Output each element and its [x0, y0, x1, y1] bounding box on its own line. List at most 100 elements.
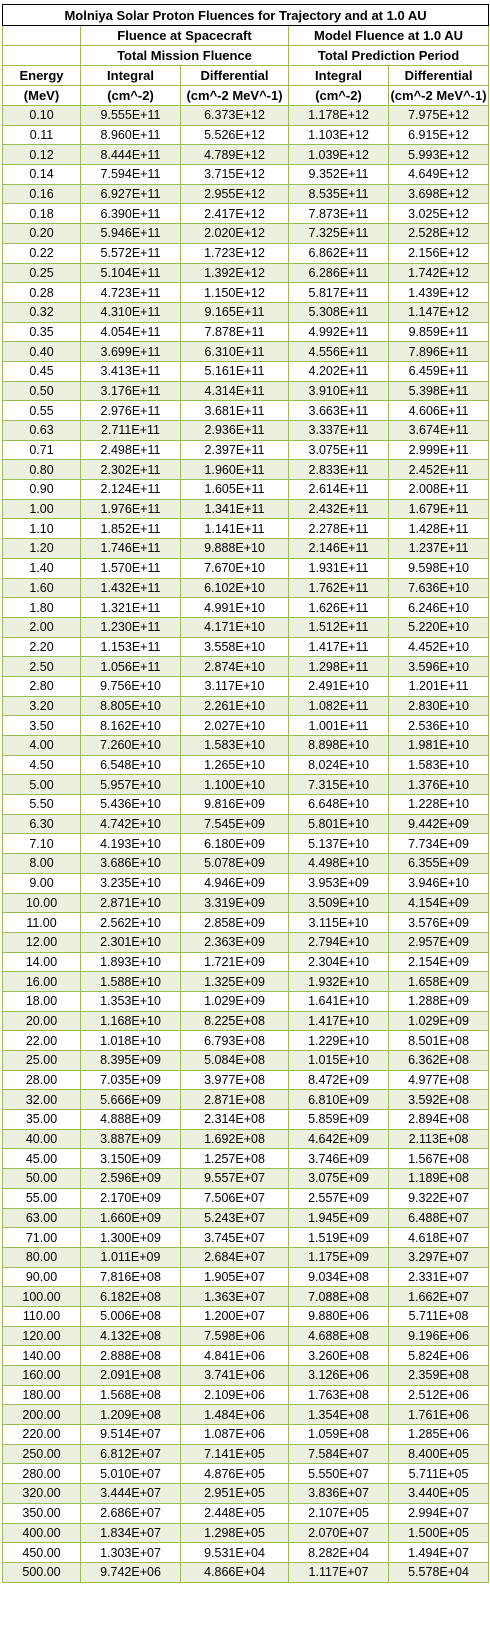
energy-cell: 280.00	[2, 1463, 81, 1485]
model-differential-cell: 2.452E+11	[387, 459, 490, 481]
sc-integral-cell: 3.686E+10	[80, 853, 181, 874]
sc-integral-cell: 1.588E+10	[80, 971, 181, 992]
model-differential-cell: 1.494E+07	[387, 1542, 490, 1563]
sc-differential-cell: 1.341E+11	[180, 498, 289, 520]
sc-integral-cell: 4.054E+11	[80, 321, 181, 343]
model-integral-cell: 1.763E+08	[288, 1384, 389, 1406]
model-differential-cell: 4.452E+10	[387, 636, 490, 658]
model-integral-cell: 5.550E+07	[288, 1463, 389, 1485]
model-integral-cell: 1.417E+11	[288, 636, 389, 658]
table-row: 500.00 9.742E+06 4.866E+04 1.117E+07 5.578E+…	[2, 1561, 490, 1583]
table-row: 22.00 1.018E+10 6.793E+08 1.229E+10 8.501E+0…	[2, 1030, 490, 1051]
sc-differential-cell: 7.141E+05	[180, 1443, 289, 1465]
model-differential-cell: 1.201E+11	[387, 675, 490, 697]
model-integral-cell: 3.836E+07	[288, 1483, 389, 1504]
energy-cell: 1.80	[2, 597, 81, 618]
model-differential-cell: 9.322E+07	[387, 1187, 490, 1209]
sc-integral-cell: 1.230E+11	[80, 616, 181, 638]
sc-integral-cell: 6.812E+07	[80, 1443, 181, 1465]
energy-cell: 0.55	[2, 400, 81, 421]
table-row: 0.45 3.413E+11 5.161E+11 4.202E+11 6.459E+11	[2, 360, 490, 382]
sc-integral-cell: 6.182E+08	[80, 1286, 181, 1307]
sc-integral-cell: 1.056E+11	[80, 656, 181, 677]
table-row: 350.00 2.686E+07 2.448E+05 2.107E+05 2.994E+…	[2, 1502, 490, 1524]
sc-differential-cell: 5.161E+11	[180, 360, 289, 382]
model-differential-cell: 3.440E+05	[387, 1483, 490, 1504]
model-integral-cell: 1.519E+09	[288, 1227, 389, 1248]
model-integral-cell: 1.039E+12	[288, 144, 389, 166]
energy-cell: 0.16	[2, 183, 81, 205]
energy-cell: 0.32	[2, 301, 81, 323]
table-row: 0.11 8.960E+11 5.526E+12 1.103E+12 6.915E+12	[2, 124, 490, 146]
model-differential-cell: 6.459E+11	[387, 360, 490, 382]
sc-differential-cell: 4.314E+11	[180, 380, 289, 402]
sc-integral-cell: 8.444E+11	[80, 144, 181, 166]
model-integral-cell: 9.034E+08	[288, 1266, 389, 1288]
model-differential-cell: 6.355E+09	[387, 853, 490, 874]
model-differential-cell: 5.993E+12	[387, 144, 490, 166]
model-integral-cell: 7.873E+11	[288, 203, 389, 225]
table-row: 28.00 7.035E+09 3.977E+08 8.472E+09 4.977E+0…	[2, 1069, 490, 1091]
sc-differential-cell: 9.557E+07	[180, 1168, 289, 1189]
sc-differential-cell: 9.816E+09	[180, 794, 289, 815]
sc-differential-cell: 2.871E+08	[180, 1089, 289, 1111]
sc-integral-cell: 2.124E+11	[80, 479, 181, 500]
sc-integral-cell: 7.035E+09	[80, 1069, 181, 1091]
sc-differential-cell: 1.692E+08	[180, 1128, 289, 1150]
sc-differential-cell: 2.874E+10	[180, 656, 289, 677]
energy-cell: 320.00	[2, 1483, 81, 1504]
sc-integral-cell: 5.006E+08	[80, 1305, 181, 1327]
table-row: 0.22 5.572E+11 1.723E+12 6.862E+11 2.156E+12	[2, 242, 490, 264]
model-integral-cell: 1.175E+09	[288, 1246, 389, 1268]
table-row: 2.20 1.153E+11 3.558E+10 1.417E+11 4.452E+10	[2, 636, 490, 658]
model-differential-cell: 1.567E+08	[387, 1148, 490, 1170]
sc-differential-cell: 2.684E+07	[180, 1246, 289, 1268]
model-differential-cell: 9.859E+11	[387, 321, 490, 343]
model-integral-cell: 1.059E+08	[288, 1424, 389, 1445]
model-integral-cell: 1.512E+11	[288, 616, 389, 638]
sc-integral-cell: 8.395E+09	[80, 1050, 181, 1071]
model-integral-cell: 1.298E+11	[288, 656, 389, 677]
sc-differential-cell: 2.417E+12	[180, 203, 289, 225]
model-differential-header: Differential	[387, 65, 490, 86]
model-differential-cell: 5.398E+11	[387, 380, 490, 402]
sc-differential-cell: 9.531E+04	[180, 1542, 289, 1563]
model-differential-cell: 9.442E+09	[387, 813, 490, 835]
table-row: 160.00 2.091E+08 3.741E+06 3.126E+06 2.359E+…	[2, 1365, 490, 1386]
sc-integral-cell: 7.594E+11	[80, 164, 181, 185]
table-row: 18.00 1.353E+10 1.029E+09 1.641E+10 1.288E+0…	[2, 990, 490, 1012]
model-integral-cell: 5.801E+10	[288, 813, 389, 835]
model-integral-cell: 4.556E+11	[288, 341, 389, 362]
model-integral-cell: 1.229E+10	[288, 1030, 389, 1051]
sc-integral-cell: 1.300E+09	[80, 1227, 181, 1248]
sc-integral-cell: 1.660E+09	[80, 1207, 181, 1229]
table-row: 0.12 8.444E+11 4.789E+12 1.039E+12 5.993E+12	[2, 144, 490, 166]
table-row: 3.50 8.162E+10 2.027E+10 1.001E+11 2.536E+10	[2, 715, 490, 736]
sc-integral-cell: 2.686E+07	[80, 1502, 181, 1524]
model-differential-cell: 3.576E+09	[387, 912, 490, 933]
sc-integral-header: Integral	[80, 65, 181, 86]
model-differential-cell: 5.220E+10	[387, 616, 490, 638]
model-integral-cell: 2.146E+11	[288, 538, 389, 559]
sc-integral-cell: 8.162E+10	[80, 715, 181, 736]
model-integral-cell: 1.931E+11	[288, 557, 389, 579]
sc-integral-cell: 9.555E+11	[80, 105, 181, 126]
energy-cell: 0.22	[2, 242, 81, 264]
table-row: 100.00 6.182E+08 1.363E+07 7.088E+08 1.662E+…	[2, 1286, 490, 1307]
table-row: 180.00 1.568E+08 2.109E+06 1.763E+08 2.512E+…	[2, 1384, 490, 1406]
model-integral-cell: 4.498E+10	[288, 853, 389, 874]
energy-cell: 28.00	[2, 1069, 81, 1091]
sc-integral-cell: 6.390E+11	[80, 203, 181, 225]
energy-cell: 0.20	[2, 223, 81, 244]
table-row: 0.10 9.555E+11 6.373E+12 1.178E+12 7.975E+12	[2, 105, 490, 126]
sc-differential-cell: 1.325E+09	[180, 971, 289, 992]
model-integral-cell: 1.082E+11	[288, 695, 389, 717]
model-integral-cell: 3.075E+11	[288, 439, 389, 461]
table-row: 7.10 4.193E+10 6.180E+09 5.137E+10 7.734E+09	[2, 833, 490, 855]
model-integral-cell: 2.107E+05	[288, 1502, 389, 1524]
model-differential-cell: 4.618E+07	[387, 1227, 490, 1248]
model-differential-cell: 8.400E+05	[387, 1443, 490, 1465]
energy-cell: 2.00	[2, 616, 81, 638]
sc-integral-cell: 3.235E+10	[80, 872, 181, 894]
sc-integral-cell: 9.742E+06	[80, 1561, 181, 1583]
